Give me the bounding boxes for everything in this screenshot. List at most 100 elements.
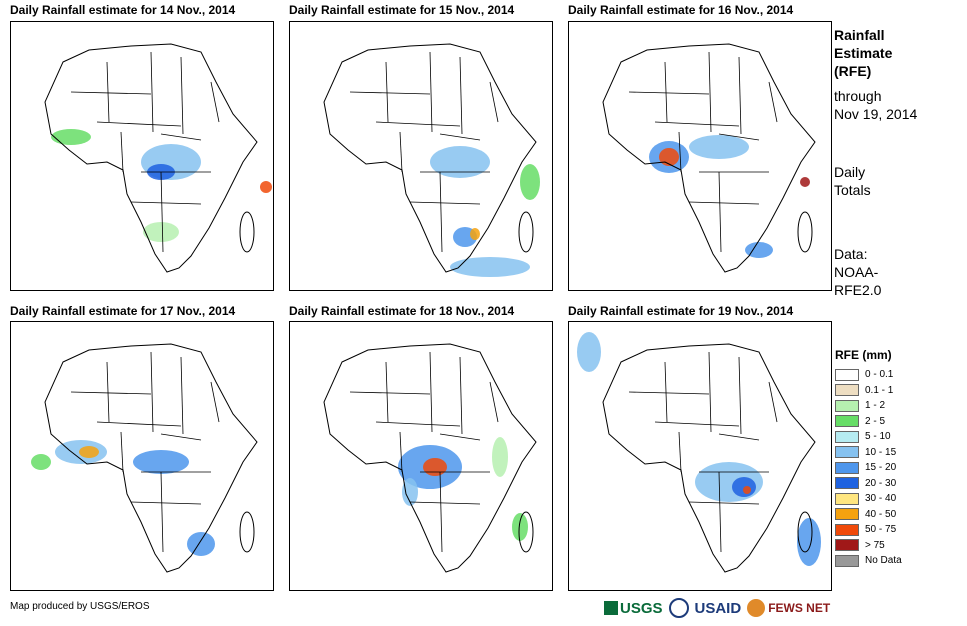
country-border	[70, 391, 152, 395]
country-border	[688, 201, 760, 205]
legend-label: 30 - 40	[865, 493, 897, 505]
madagascar-outline	[239, 511, 255, 553]
rainfall-map-panel-2	[289, 21, 553, 291]
africa-coastline	[44, 343, 258, 573]
rainfall-area	[800, 177, 810, 187]
legend-swatch	[835, 430, 859, 443]
panel-4-title: Daily Rainfall estimate for 17 Nov., 201…	[10, 304, 236, 318]
usgs-logo-text: USGS	[620, 599, 663, 617]
daily-totals-label: Daily Totals	[834, 163, 959, 199]
madagascar-outline	[518, 211, 534, 253]
legend-swatch	[835, 415, 859, 428]
country-border	[678, 431, 682, 473]
legend-swatch	[835, 477, 859, 490]
legend-swatch	[835, 446, 859, 459]
country-border	[628, 91, 710, 95]
rainfall-area	[689, 135, 749, 159]
rainfall-area	[423, 458, 447, 476]
country-border	[210, 381, 220, 423]
country-border	[150, 51, 154, 133]
rainfall-area	[492, 437, 508, 477]
country-border	[628, 391, 710, 395]
usgs-logo: USGS	[604, 600, 663, 617]
rainfall-area	[745, 242, 773, 258]
country-border	[768, 381, 778, 423]
rainfall-area	[260, 181, 272, 193]
country-border	[385, 361, 389, 423]
rainfall-area	[133, 450, 189, 474]
legend-swatch	[835, 508, 859, 521]
data-source-line-2: RFE2.0	[834, 282, 882, 298]
madagascar-outline	[518, 511, 534, 553]
africa-map-svg	[577, 332, 821, 573]
country-border	[385, 61, 389, 123]
legend-item: 0 - 0.1	[835, 367, 955, 383]
legend-swatch	[835, 368, 859, 381]
legend-item: 30 - 40	[835, 491, 955, 507]
rainfall-area	[187, 532, 215, 556]
legend-swatch	[835, 461, 859, 474]
country-border	[70, 91, 152, 95]
africa-map-svg	[323, 343, 537, 573]
country-border	[130, 501, 202, 505]
country-border	[654, 421, 740, 427]
country-border	[210, 81, 220, 123]
country-border	[349, 91, 431, 95]
rfe-legend: 0 - 0.1 0.1 - 1 1 - 2 2 - 5 5 - 10 10 - 15 15 …	[835, 367, 955, 569]
legend-swatch	[835, 399, 859, 412]
country-border	[160, 433, 202, 441]
rainfall-area	[659, 148, 679, 166]
country-border	[718, 433, 760, 441]
africa-coastline	[323, 43, 537, 273]
data-label: Data:	[834, 246, 868, 262]
country-border	[150, 351, 154, 433]
country-border	[439, 133, 481, 141]
legend-swatch	[835, 384, 859, 397]
legend-swatch	[835, 523, 859, 536]
country-border	[399, 431, 403, 473]
data-source-line-1: NOAA-	[834, 264, 879, 280]
legend-label: 0.1 - 1	[865, 384, 894, 396]
country-border	[439, 433, 481, 441]
country-border	[180, 356, 184, 435]
country-border	[429, 51, 433, 133]
legend-item: 0.1 - 1	[835, 383, 955, 399]
country-border	[349, 391, 431, 395]
legend-item: > 75	[835, 538, 955, 554]
legend-swatch	[835, 492, 859, 505]
country-border	[409, 201, 481, 205]
rainfall-area	[743, 486, 751, 494]
country-border	[409, 501, 481, 505]
country-border	[429, 351, 433, 433]
rainfall-area	[79, 446, 99, 458]
rainfall-area	[797, 518, 821, 566]
rainfall-area	[470, 228, 480, 240]
country-border	[459, 56, 463, 135]
legend-item: 5 - 10	[835, 429, 955, 445]
fews-logo-text: FEWS NET	[768, 601, 831, 615]
country-border	[688, 501, 760, 505]
rainfall-map-panel-4	[10, 321, 274, 591]
country-border	[738, 56, 742, 135]
legend-item: 40 - 50	[835, 507, 955, 523]
panel-2-title: Daily Rainfall estimate for 15 Nov., 201…	[289, 3, 515, 17]
usaid-logo: USAID	[694, 599, 742, 617]
legend-label: 5 - 10	[865, 431, 891, 443]
rainfall-area	[732, 477, 756, 497]
country-border	[96, 421, 182, 427]
legend-item: 10 - 15	[835, 445, 955, 461]
africa-map-svg	[31, 343, 258, 573]
title-line-2: Estimate	[834, 45, 893, 61]
africa-coastline	[44, 43, 258, 273]
country-border	[718, 471, 722, 553]
legend-label: 2 - 5	[865, 415, 886, 427]
africa-coastline	[602, 343, 816, 573]
rainfall-area	[512, 513, 528, 541]
title-line-3: (RFE)	[834, 63, 872, 79]
legend-label: 10 - 15	[865, 446, 897, 458]
legend-item: 20 - 30	[835, 476, 955, 492]
legend-item: 1 - 2	[835, 398, 955, 414]
map-series-title: Rainfall Estimate (RFE)	[834, 26, 954, 80]
fews-globe-icon	[747, 599, 766, 617]
usaid-seal-icon	[668, 598, 689, 618]
